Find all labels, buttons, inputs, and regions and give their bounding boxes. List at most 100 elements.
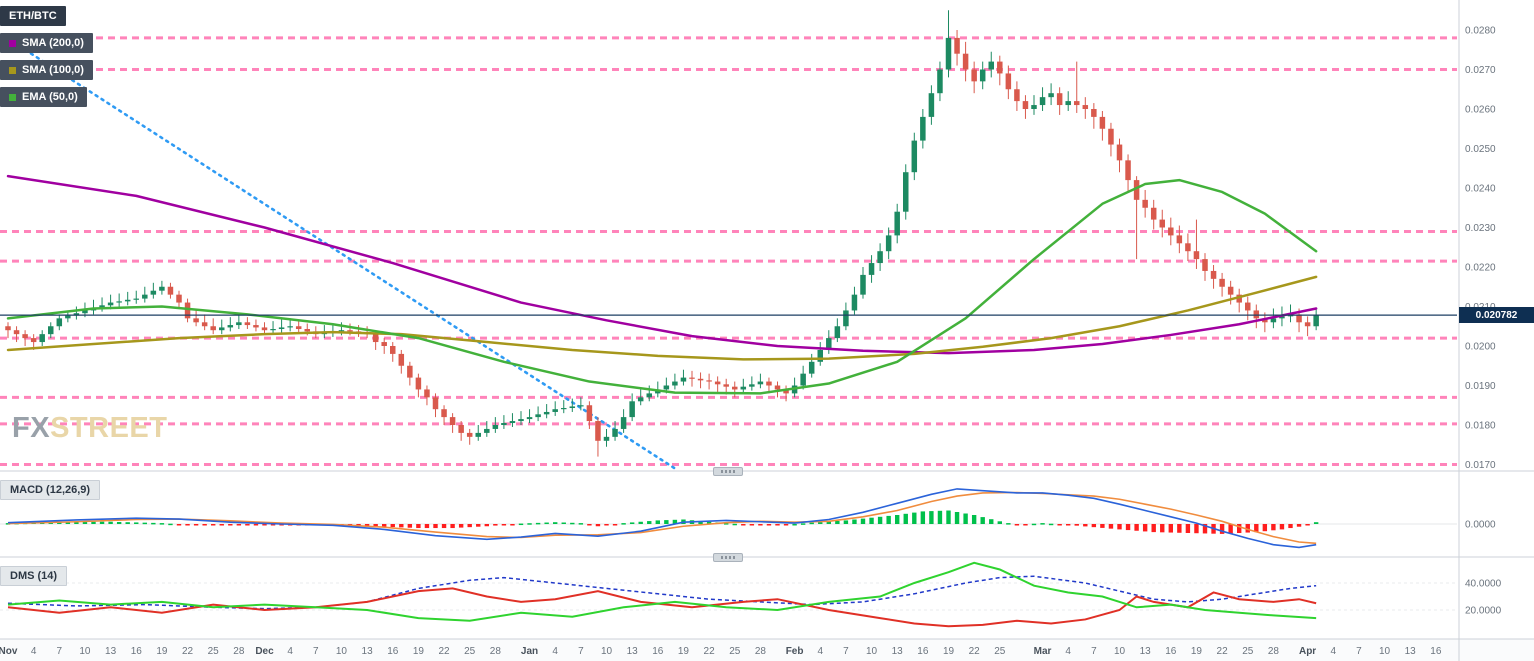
- svg-text:4: 4: [817, 646, 823, 657]
- indicator-label: SMA (100,0): [22, 64, 84, 76]
- svg-text:0.0190: 0.0190: [1465, 381, 1496, 392]
- svg-text:0.0000: 0.0000: [1465, 520, 1496, 531]
- fxstreet-watermark: FXSTREET: [12, 412, 167, 445]
- svg-text:25: 25: [729, 646, 741, 657]
- svg-text:4: 4: [552, 646, 558, 657]
- watermark-street: STREET: [50, 412, 168, 444]
- indicator-label: EMA (50,0): [22, 91, 78, 103]
- svg-text:16: 16: [652, 646, 664, 657]
- svg-text:7: 7: [313, 646, 319, 657]
- svg-text:Apr: Apr: [1299, 646, 1316, 657]
- svg-text:22: 22: [704, 646, 716, 657]
- watermark-fx: FX: [12, 412, 51, 444]
- svg-text:10: 10: [601, 646, 613, 657]
- macd-layer: [0, 488, 1457, 549]
- svg-text:13: 13: [1405, 646, 1417, 657]
- indicator-badge-dms[interactable]: DMS (14): [0, 566, 68, 586]
- svg-text:4: 4: [1065, 646, 1071, 657]
- indicator-label: MACD (12,26,9): [10, 484, 91, 496]
- svg-text:10: 10: [1379, 646, 1391, 657]
- dms-layer: [0, 561, 1457, 628]
- svg-text:0.0250: 0.0250: [1465, 144, 1496, 155]
- svg-text:13: 13: [892, 646, 904, 657]
- svg-text:10: 10: [866, 646, 878, 657]
- svg-text:0.0280: 0.0280: [1465, 26, 1496, 37]
- symbol-label: ETH/BTC: [9, 10, 57, 22]
- svg-text:10: 10: [79, 646, 91, 657]
- svg-text:22: 22: [438, 646, 450, 657]
- indicator-badge-ema50[interactable]: EMA (50,0): [0, 87, 87, 107]
- svg-text:28: 28: [490, 646, 502, 657]
- svg-text:25: 25: [464, 646, 476, 657]
- svg-text:Nov: Nov: [0, 646, 18, 657]
- svg-text:0.0170: 0.0170: [1465, 460, 1496, 471]
- svg-text:Mar: Mar: [1034, 646, 1052, 657]
- svg-text:19: 19: [943, 646, 955, 657]
- time-axis-labels: Nov 4 7 10 13 16 19 22 25 28 Dec 4 7 10 13 16 19 22 25 28 Ja…: [0, 646, 1442, 657]
- indicator-badge-macd[interactable]: MACD (12,26,9): [0, 480, 101, 500]
- svg-text:16: 16: [1430, 646, 1442, 657]
- svg-text:16: 16: [1165, 646, 1177, 657]
- svg-text:0.0270: 0.0270: [1465, 65, 1496, 76]
- overlay-lines-layer: [6, 174, 1318, 395]
- svg-text:7: 7: [843, 646, 849, 657]
- svg-text:10: 10: [1114, 646, 1126, 657]
- svg-text:4: 4: [31, 646, 37, 657]
- svg-text:0.0240: 0.0240: [1465, 184, 1496, 195]
- svg-text:13: 13: [627, 646, 639, 657]
- svg-text:0.0220: 0.0220: [1465, 263, 1496, 274]
- trendline: [23, 48, 677, 470]
- svg-text:28: 28: [755, 646, 767, 657]
- time-axis-strip: [0, 639, 1534, 661]
- svg-text:16: 16: [131, 646, 143, 657]
- svg-text:Jan: Jan: [521, 646, 538, 657]
- series-color-chip: [9, 39, 16, 47]
- svg-text:19: 19: [1191, 646, 1203, 657]
- indicator-label: DMS (14): [10, 570, 58, 582]
- svg-text:13: 13: [362, 646, 374, 657]
- svg-text:4: 4: [287, 646, 293, 657]
- svg-text:40.0000: 40.0000: [1465, 579, 1502, 590]
- svg-text:7: 7: [57, 646, 63, 657]
- svg-text:13: 13: [1140, 646, 1152, 657]
- series-color-chip: [9, 93, 16, 101]
- svg-text:20.0000: 20.0000: [1465, 606, 1502, 617]
- svg-text:Feb: Feb: [786, 646, 804, 657]
- svg-text:28: 28: [1268, 646, 1280, 657]
- svg-text:7: 7: [1091, 646, 1097, 657]
- svg-text:4: 4: [1330, 646, 1336, 657]
- svg-text:7: 7: [1356, 646, 1362, 657]
- svg-text:0.0260: 0.0260: [1465, 105, 1496, 116]
- support-resistance-lines: [0, 36, 1457, 466]
- svg-text:16: 16: [917, 646, 929, 657]
- svg-text:22: 22: [182, 646, 194, 657]
- indicator-badge-sma200[interactable]: SMA (200,0): [0, 33, 93, 53]
- svg-text:0.0200: 0.0200: [1465, 342, 1496, 353]
- svg-text:25: 25: [1242, 646, 1254, 657]
- svg-text:28: 28: [233, 646, 245, 657]
- svg-text:Dec: Dec: [255, 646, 274, 657]
- svg-text:19: 19: [156, 646, 168, 657]
- svg-text:22: 22: [1217, 646, 1229, 657]
- svg-text:25: 25: [208, 646, 220, 657]
- panel-resize-handle[interactable]: [713, 553, 743, 562]
- svg-text:13: 13: [105, 646, 117, 657]
- svg-text:10: 10: [336, 646, 348, 657]
- svg-text:19: 19: [678, 646, 690, 657]
- candles-layer: [5, 10, 1319, 457]
- symbol-badge: ETH/BTC: [0, 6, 66, 26]
- series-color-chip: [9, 66, 16, 74]
- svg-text:0.0180: 0.0180: [1465, 421, 1496, 432]
- indicator-badge-sma100[interactable]: SMA (100,0): [0, 60, 93, 80]
- svg-text:19: 19: [413, 646, 425, 657]
- svg-text:22: 22: [969, 646, 981, 657]
- indicator-label: SMA (200,0): [22, 37, 84, 49]
- panel-resize-handle[interactable]: [713, 467, 743, 476]
- current-price-tag: 0.020782: [1459, 307, 1534, 324]
- svg-text:0.0230: 0.0230: [1465, 223, 1496, 234]
- svg-text:25: 25: [994, 646, 1006, 657]
- svg-text:16: 16: [387, 646, 399, 657]
